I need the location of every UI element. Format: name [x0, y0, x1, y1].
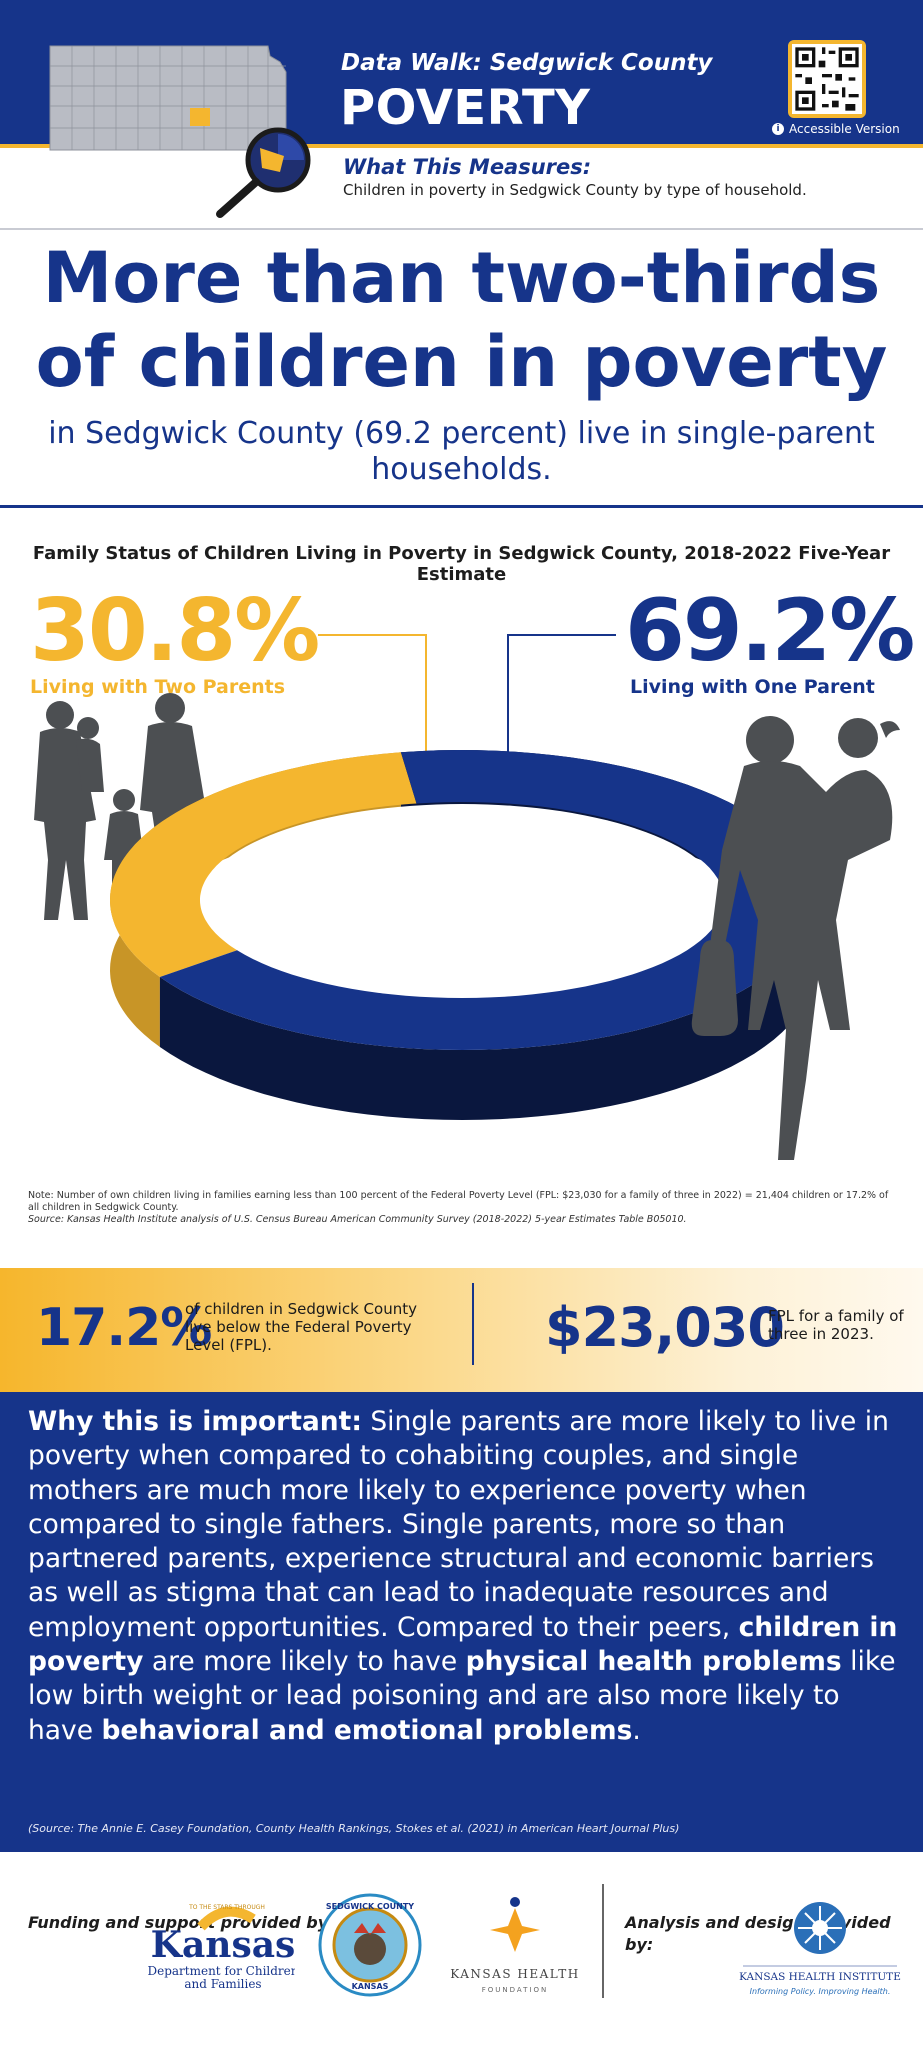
leader-line-one-parent [507, 634, 616, 765]
chart-note: Note: Number of own children living in f… [28, 1190, 889, 1213]
donut-chart [34, 634, 900, 1160]
header-subtitle: Data Walk: Sedgwick County [341, 50, 713, 76]
two-parents-label: Living with Two Parents [30, 676, 286, 698]
magnifier-icon [216, 127, 311, 218]
accessible-version-label: Accessible Version [789, 122, 900, 136]
stats-divider [472, 1283, 474, 1365]
accessible-version-link[interactable]: i Accessible Version [772, 122, 900, 136]
measure-text: Children in poverty in Sedgwick County b… [343, 181, 807, 199]
footer-divider [602, 1884, 604, 1998]
two-parents-percent: 30.8% [30, 581, 320, 681]
single-parent-silhouette [691, 716, 900, 1160]
why-bold-2: physical health problems [465, 1646, 842, 1678]
leader-line-two-parents [318, 634, 427, 775]
qr-code[interactable] [788, 40, 866, 118]
why-text-2: are more likely to have [143, 1646, 466, 1678]
seal-top-text: SEDGWICK COUNTY [326, 1902, 414, 1911]
measure-heading: What This Measures: [343, 155, 592, 179]
sedgwick-county-seal: SEDGWICK COUNTY KANSAS [318, 1893, 422, 1997]
info-icon: i [772, 123, 784, 135]
why-text-1: Single parents are more likely to live i… [28, 1406, 889, 1643]
chart-source: Source: Kansas Health Institute analysis… [28, 1214, 687, 1225]
why-source: (Source: The Annie E. Casey Foundation, … [28, 1822, 680, 1835]
khf-sub: FOUNDATION [482, 1986, 549, 1994]
stats-strip [0, 1268, 923, 1392]
why-text-4: . [632, 1714, 641, 1746]
why-important-text: Why this is important: Single parents ar… [28, 1405, 898, 1748]
kdcf-sub2: and Families [184, 1977, 261, 1991]
poverty-rate-value: 17.2% [36, 1298, 212, 1358]
why-lead: Why this is important: [28, 1406, 362, 1437]
one-parent-percent: 69.2% [625, 581, 915, 681]
header-title: POVERTY [340, 80, 591, 136]
funding-label-text: Funding and support provided by: [28, 1913, 335, 1932]
funding-label: Funding and support provided by: [28, 1912, 335, 1934]
qr-code-icon [792, 44, 862, 114]
ring-slice-two-parents [110, 752, 417, 977]
khi-tagline: Informing Policy. Improving Health. [750, 1987, 891, 1996]
kdcf-name: Kansas [151, 1924, 295, 1966]
fpl-value: $23,030 [545, 1296, 785, 1359]
kdcf-logo: TO THE STARS THROUGH Kansas Department f… [147, 1904, 295, 1991]
kansas-health-foundation-logo: KANSAS HEALTH FOUNDATION [450, 1897, 579, 1994]
why-bold-3: behavioral and emotional problems [101, 1714, 633, 1746]
poverty-rate-text: of children in Sedgwick County live belo… [185, 1300, 417, 1354]
kdcf-sub1: Department for Children [147, 1964, 295, 1978]
ring-hole [202, 804, 722, 996]
seal-bottom-text: KANSAS [352, 1982, 389, 1991]
donut-ring [110, 750, 814, 1120]
fpl-text: FPL for a family of three in 2023. [768, 1307, 904, 1343]
headline-line1: More than two-thirds [42, 237, 881, 319]
kansas-county-map [49, 45, 287, 151]
divider [0, 228, 923, 230]
headline-line2: of children in poverty [35, 321, 888, 403]
why-important-section [0, 1392, 923, 1852]
why-text-3: like low birth weight or lead poisoning … [28, 1646, 896, 1746]
ring-slice-one-parent [159, 750, 814, 1050]
kdcf-arc-text: TO THE STARS THROUGH [188, 1904, 265, 1911]
headline-sub: in Sedgwick County (69.2 percent) live i… [48, 416, 875, 487]
kansas-health-institute-logo: KANSAS HEALTH INSTITUTE Informing Policy… [739, 1902, 901, 1996]
chart-title: Family Status of Children Living in Pove… [32, 543, 891, 585]
headline: More than two-thirds of children in pove… [0, 236, 923, 404]
one-parent-label: Living with One Parent [630, 676, 875, 698]
khf-name: KANSAS HEALTH [450, 1967, 579, 1981]
khi-name: KANSAS HEALTH INSTITUTE [739, 1971, 901, 1983]
divider [0, 505, 923, 508]
why-bold-1: children in poverty [28, 1611, 898, 1678]
